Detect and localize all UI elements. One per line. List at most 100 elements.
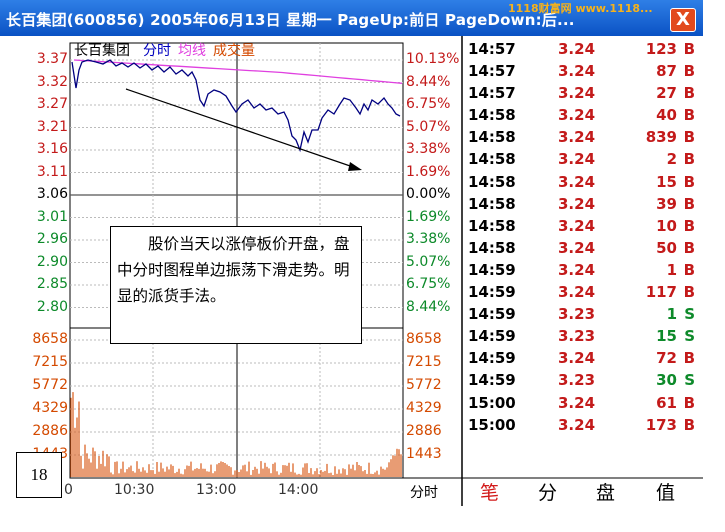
tick-side: B: [683, 216, 695, 235]
tick-volume: 50: [656, 238, 677, 257]
tick-volume: 10: [656, 216, 677, 235]
tick-volume: 2: [666, 150, 677, 169]
tick-row: 14:58 3.24 2 B: [465, 150, 703, 172]
tick-side: B: [683, 150, 695, 169]
tab-value[interactable]: 值: [656, 482, 676, 504]
legend-stock-name: 长百集团: [74, 43, 130, 59]
tick-row: 14:57 3.24 123 B: [465, 40, 703, 62]
percent-tick-right: 3.38%: [406, 231, 451, 247]
tick-row: 14:58 3.24 50 B: [465, 239, 703, 261]
tick-price: 3.24: [558, 260, 596, 279]
price-tick-left: 3.37: [36, 51, 68, 67]
percent-tick-right: 1.69%: [406, 208, 451, 225]
tick-time: 14:58: [468, 238, 516, 257]
tick-volume: 27: [656, 84, 677, 103]
price-tick-left: 2.85: [36, 276, 68, 292]
tick-price: 3.24: [558, 84, 596, 103]
tick-volume: 40: [656, 106, 677, 125]
volume-tick-left: 8658: [32, 331, 68, 347]
time-tick: 10:30: [114, 482, 155, 498]
tick-price: 3.24: [558, 194, 596, 213]
price-tick-left: 3.27: [36, 96, 68, 112]
time-mode-label[interactable]: 分时: [410, 485, 438, 501]
tab-minute[interactable]: 分: [538, 482, 558, 504]
tick-price: 3.24: [558, 128, 596, 147]
tick-price: 3.24: [558, 238, 596, 257]
tick-time: 14:59: [468, 327, 516, 346]
tab-trades[interactable]: 笔: [480, 482, 500, 504]
tick-time: 14:59: [468, 305, 516, 324]
tick-row: 14:59 3.23 15 S: [465, 327, 703, 349]
percent-tick-right: 3.38%: [406, 141, 451, 157]
tick-price: 3.24: [558, 216, 596, 235]
time-tick: 14:00: [278, 482, 319, 498]
tick-volume: 839: [645, 128, 677, 147]
close-button[interactable]: X: [670, 8, 696, 32]
tick-row: 14:59 3.23 30 S: [465, 371, 703, 393]
tick-row: 14:58 3.24 839 B: [465, 128, 703, 150]
average-price-line: [73, 59, 403, 84]
volume-tick-right: 7215: [406, 354, 442, 370]
app-window: 长百集团(600856) 2005年06月13日 星期一 PageUp:前日 P…: [0, 0, 703, 506]
tick-volume: 15: [656, 172, 677, 191]
tick-side: S: [684, 371, 695, 390]
figure-number: 18: [16, 452, 62, 498]
tick-row: 14:58 3.24 10 B: [465, 217, 703, 239]
tick-volume: 173: [645, 415, 677, 434]
tab-order-book[interactable]: 盘: [596, 482, 616, 504]
tick-volume: 15: [656, 327, 677, 346]
tick-volume: 117: [645, 283, 677, 302]
percent-tick-right: 6.75%: [406, 96, 451, 112]
tick-row: 14:59 3.24 1 B: [465, 261, 703, 283]
tick-side: B: [683, 172, 695, 191]
tick-row: 14:57 3.24 87 B: [465, 62, 703, 84]
tick-time: 15:00: [468, 415, 516, 434]
tick-side: B: [683, 128, 695, 147]
legend-mode: 分时: [143, 43, 171, 59]
tick-time: 14:58: [468, 150, 516, 169]
tick-time: 14:58: [468, 172, 516, 191]
tick-price: 3.24: [558, 62, 596, 81]
tick-side: B: [683, 415, 695, 434]
tick-price: 3.23: [558, 371, 596, 390]
tick-time: 14:59: [468, 260, 516, 279]
tick-row: 14:58 3.24 40 B: [465, 106, 703, 128]
percent-tick-right: 6.75%: [406, 276, 451, 292]
tick-time: 14:59: [468, 349, 516, 368]
tick-time: 14:58: [468, 194, 516, 213]
tick-volume: 123: [645, 40, 677, 58]
window-title: 长百集团(600856) 2005年06月13日 星期一 PageUp:前日 P…: [6, 11, 575, 29]
tick-price: 3.24: [558, 40, 596, 58]
price-tick-left: 3.16: [36, 141, 68, 157]
price-tick-left: 3.11: [36, 163, 68, 180]
volume-tick-right: 8658: [406, 331, 442, 347]
tick-side: B: [683, 106, 695, 125]
tick-time: 14:58: [468, 106, 516, 125]
tick-row: 15:00 3.24 173 B: [465, 416, 703, 438]
tick-side: B: [683, 40, 695, 58]
tick-time: 15:00: [468, 393, 516, 412]
tick-price: 3.24: [558, 172, 596, 191]
price-tick-left: 3.01: [36, 208, 68, 225]
tick-price: 3.24: [558, 349, 596, 368]
tick-volume: 1: [666, 305, 677, 324]
tick-time: 14:59: [468, 283, 516, 302]
tick-volume: 30: [656, 371, 677, 390]
volume-tick-left: 5772: [32, 377, 68, 393]
legend-volume: 成交量: [213, 43, 255, 59]
tick-time: 14:57: [468, 84, 516, 103]
volume-tick-right: 2886: [406, 423, 442, 439]
percent-tick-right: 5.07%: [406, 118, 451, 135]
tick-side: B: [683, 84, 695, 103]
price-tick-left: 3.32: [36, 73, 68, 90]
watermark-text: 1118财富网 www.1118...: [508, 2, 653, 15]
tick-side: B: [683, 393, 695, 412]
time-tick: 13:00: [196, 482, 237, 498]
tick-side: B: [683, 283, 695, 302]
volume-tick-right: 4329: [406, 400, 442, 416]
price-line: [71, 59, 401, 153]
tick-row: 14:58 3.24 15 B: [465, 173, 703, 195]
time-tick: 0: [64, 482, 73, 498]
tick-time: 14:58: [468, 216, 516, 235]
title-bar: 长百集团(600856) 2005年06月13日 星期一 PageUp:前日 P…: [0, 0, 703, 36]
